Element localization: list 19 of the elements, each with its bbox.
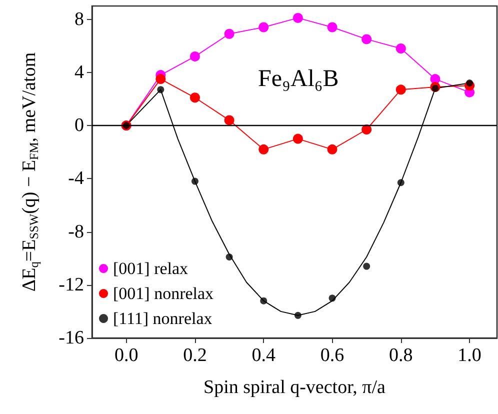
- y-tick-label: -16: [58, 328, 84, 348]
- x-tick-label: 0.4: [252, 345, 276, 366]
- y-axis-title: ΔEq=ESSW(q) − EFM, meV/atom: [18, 52, 41, 292]
- x-tick-label: 0.8: [389, 345, 413, 366]
- y-tick-label: 0: [74, 115, 84, 136]
- x-tick-label: 0.2: [183, 345, 207, 366]
- x-axis-title: Spin spiral q-vector, π/a: [204, 377, 386, 398]
- legend-label: [001] relax: [113, 259, 189, 278]
- y-tick-label: -8: [68, 221, 84, 242]
- legend-label: [111] nonrelax: [113, 309, 213, 328]
- x-tick-label: 1.0: [458, 345, 482, 366]
- y-tick-label: -12: [58, 274, 84, 296]
- y-tick-label: -4: [68, 168, 84, 190]
- x-tick-label: 0.0: [114, 345, 138, 366]
- annotation: Fe₉Al₆B: [258, 66, 339, 92]
- y-tick-label: 8: [74, 8, 84, 30]
- y-tick-label: 4: [74, 62, 84, 83]
- x-tick-label: 0.6: [320, 345, 344, 366]
- legend-label: [001] nonrelax: [113, 284, 214, 303]
